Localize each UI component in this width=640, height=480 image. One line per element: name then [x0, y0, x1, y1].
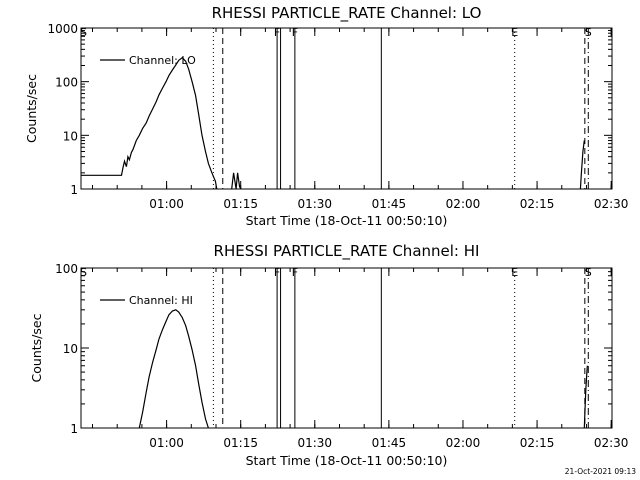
y-axis-label: Counts/sec	[24, 74, 39, 143]
chart-title: RHESSI PARTICLE_RATE Channel: LO	[212, 4, 482, 23]
data-series-line	[583, 365, 588, 428]
event-marker-label: E	[511, 26, 518, 39]
x-tick-label: 02:15	[520, 436, 555, 450]
y-tick-label: 100	[55, 262, 78, 276]
lo-channel-panel: RHESSI PARTICLE_RATE Channel: LO 01:00 01:…	[24, 4, 628, 228]
y-tick-label: 1	[70, 422, 78, 436]
x-axis-label: Start Time (18-Oct-11 00:50:10)	[246, 453, 448, 468]
x-tick-label: 02:30	[594, 436, 629, 450]
y-tick-label: 10	[63, 129, 78, 143]
x-tick-label: 01:15	[223, 197, 258, 211]
x-tick-label: 02:00	[446, 436, 481, 450]
x-tick-label: 01:30	[297, 197, 332, 211]
y-tick-label: 1000	[47, 22, 78, 36]
data-series-line	[138, 309, 209, 428]
timestamp-text: 21-Oct-2021 09:13	[565, 467, 636, 476]
event-marker-label: F	[292, 26, 298, 39]
y-tick-label: 10	[63, 342, 78, 356]
y-axis-label: Counts/sec	[29, 313, 44, 382]
event-marker-label: F	[292, 266, 298, 279]
legend-label: Channel: HI	[129, 294, 193, 307]
x-tick-label: 01:45	[372, 436, 407, 450]
plot-frame	[80, 27, 613, 190]
event-marker-label: F	[274, 266, 280, 279]
x-tick-label: 01:00	[149, 436, 184, 450]
data-series-line	[231, 172, 242, 189]
x-tick-label: 01:30	[297, 436, 332, 450]
event-marker-label: E	[511, 266, 518, 279]
x-tick-label: 01:45	[372, 197, 407, 211]
x-tick-label: 02:15	[520, 197, 555, 211]
event-marker-label: S	[585, 26, 592, 39]
legend-label: Channel: LO	[129, 54, 196, 67]
event-marker-label: F	[274, 26, 280, 39]
x-tick-label: 01:00	[149, 197, 184, 211]
chart-title: RHESSI PARTICLE_RATE Channel: HI	[214, 242, 480, 261]
data-series-line	[81, 56, 218, 189]
hi-channel-panel: RHESSI PARTICLE_RATE Channel: HI 01:00 01:…	[29, 242, 628, 468]
x-tick-label: 02:00	[446, 197, 481, 211]
x-axis-label: Start Time (18-Oct-11 00:50:10)	[246, 213, 448, 228]
x-tick-label: 02:30	[594, 197, 629, 211]
plot-frame	[80, 267, 613, 429]
y-tick-label: 100	[55, 76, 78, 90]
x-tick-label: 01:15	[223, 436, 258, 450]
event-marker-label: S	[80, 266, 87, 279]
data-series-line	[579, 140, 585, 189]
y-tick-label: 1	[70, 183, 78, 197]
event-marker-label: S	[80, 26, 87, 39]
event-marker-label: S	[585, 266, 592, 279]
